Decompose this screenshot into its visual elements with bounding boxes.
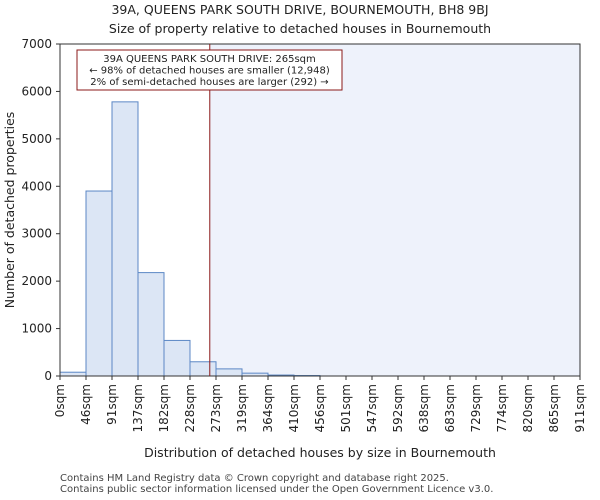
chart-subtitle: Size of property relative to detached ho… [108,21,492,36]
x-axis-label: Distribution of detached houses by size … [144,445,496,460]
x-tick-label-0sqm: 0sqm [53,384,67,417]
x-tick-label-228sqm: 228sqm [183,384,197,432]
x-tick-label-456sqm: 456sqm [313,384,327,432]
y-tick-label-5000: 5000 [21,132,52,146]
x-tick-label-137sqm: 137sqm [131,384,145,432]
chart-title: 39A, QUEENS PARK SOUTH DRIVE, BOURNEMOUT… [111,2,489,17]
x-tick-label-774sqm: 774sqm [495,384,509,432]
footer-licence: Contains public sector information licen… [60,484,494,495]
y-tick-label-3000: 3000 [21,227,52,241]
annotation-line-2: ← 98% of detached houses are smaller (12… [89,66,330,77]
x-tick-label-273sqm: 273sqm [209,384,223,432]
x-tick-label-911sqm: 911sqm [573,384,587,432]
x-tick-label-410sqm: 410sqm [287,384,301,432]
x-tick-label-592sqm: 592sqm [391,384,405,432]
annotation-line-3: 2% of semi-detached houses are larger (2… [90,77,328,88]
footer-copyright: Contains HM Land Registry data © Crown c… [60,473,449,484]
y-tick-label-4000: 4000 [21,179,52,193]
bar-137sqm [137,272,165,377]
x-tick-label-547sqm: 547sqm [365,384,379,432]
bar-91sqm [111,101,139,377]
x-tick-label-182sqm: 182sqm [157,384,171,432]
y-tick-label-2000: 2000 [21,274,52,288]
x-tick-label-91sqm: 91sqm [105,384,119,425]
x-tick-label-364sqm: 364sqm [261,384,275,432]
x-tick-label-501sqm: 501sqm [339,384,353,432]
x-tick-label-729sqm: 729sqm [469,384,483,432]
y-tick-label-1000: 1000 [21,322,52,336]
x-tick-label-683sqm: 683sqm [443,384,457,432]
y-tick-label-7000: 7000 [21,37,52,51]
x-tick-label-46sqm: 46sqm [79,384,93,425]
y-axis-label: Number of detached properties [2,112,17,309]
x-tick-label-319sqm: 319sqm [235,384,249,432]
annotation-box [76,49,343,91]
bar-0sqm [59,371,87,377]
x-tick-label-865sqm: 865sqm [547,384,561,432]
annotation-line-1: 39A QUEENS PARK SOUTH DRIVE: 265sqm [103,54,316,65]
x-tick-label-638sqm: 638sqm [417,384,431,432]
bar-228sqm [189,361,217,377]
bar-273sqm [215,368,243,377]
y-tick-label-6000: 6000 [21,84,52,98]
larger-region-shade [209,44,581,376]
bar-46sqm [85,190,113,377]
y-tick-label-0: 0 [44,369,52,383]
x-tick-label-820sqm: 820sqm [521,384,535,432]
bar-182sqm [163,339,191,377]
